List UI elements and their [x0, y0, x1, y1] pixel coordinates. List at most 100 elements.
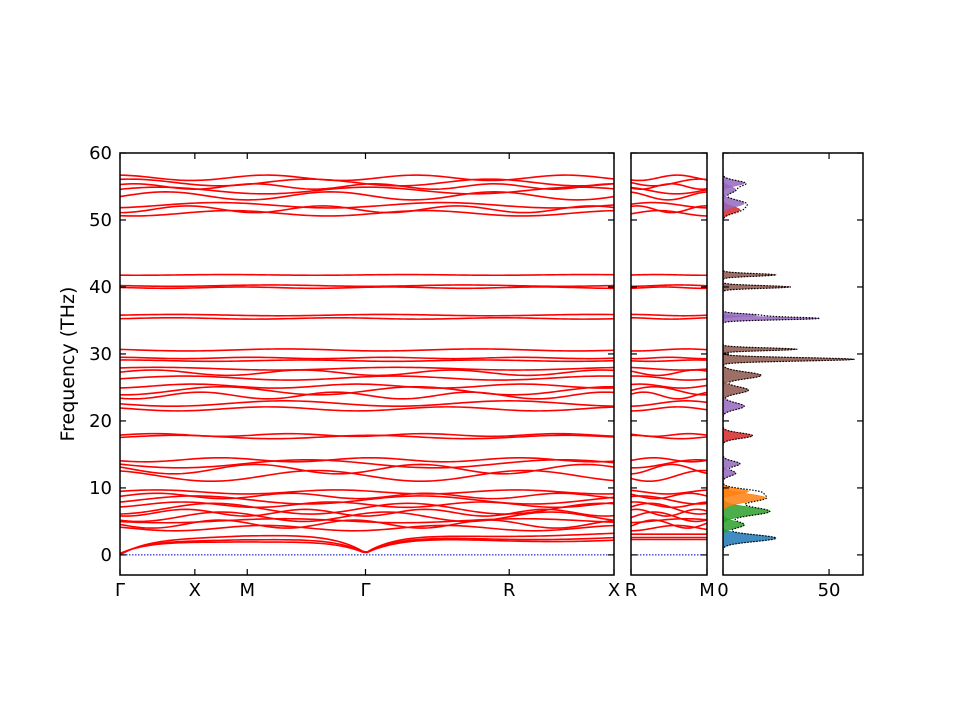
dos-peak — [723, 310, 758, 321]
band-line — [120, 495, 614, 505]
band-line — [120, 532, 614, 556]
dos-x-tick-label: 50 — [818, 580, 841, 601]
band-line — [631, 517, 707, 524]
y-tick-label: 50 — [89, 210, 112, 231]
band-line — [631, 366, 707, 371]
dos-peak — [723, 353, 855, 366]
y-tick-label: 60 — [89, 143, 112, 164]
band-line — [120, 517, 614, 524]
band-line — [631, 356, 707, 360]
band-line — [120, 209, 614, 217]
dos-ticks: 0 50 — [717, 152, 863, 601]
band-line — [631, 508, 707, 517]
band-line — [120, 508, 614, 517]
band-line — [631, 456, 707, 463]
dos-peak — [723, 281, 791, 292]
band-line — [631, 316, 707, 320]
main-band-lines — [120, 174, 614, 556]
band-line — [631, 201, 707, 209]
band-line — [631, 313, 707, 317]
band-line — [631, 391, 707, 400]
dos-x-tick-label: 0 — [717, 580, 728, 601]
band-line — [631, 369, 707, 377]
k-point-label: Γ — [115, 580, 125, 601]
band-line — [120, 492, 614, 500]
y-tick-label: 20 — [89, 411, 112, 432]
band-line — [631, 209, 707, 217]
band-line — [631, 174, 707, 182]
band-line — [120, 313, 614, 317]
k-point-label: M — [239, 580, 255, 601]
y-tick-label: 40 — [89, 277, 112, 298]
dos-peak — [723, 269, 778, 280]
band-line — [120, 178, 614, 187]
band-line — [120, 383, 614, 389]
band-line — [631, 432, 707, 438]
y-tick-label: 0 — [101, 545, 112, 566]
y-tick-label: 30 — [89, 344, 112, 365]
band-line — [120, 385, 614, 396]
band-line — [120, 356, 614, 360]
k-point-label: X — [608, 580, 620, 601]
rm-band-lines — [631, 174, 707, 556]
rm-panel-frame — [630, 152, 708, 576]
band-line — [120, 316, 614, 320]
band-line — [631, 348, 707, 352]
band-line — [120, 201, 614, 209]
dos-peak — [723, 526, 777, 551]
k-point-label: R — [503, 580, 516, 601]
main-ticks: Γ X M Γ R X 0 10 20 30 40 50 60 — [89, 143, 620, 601]
band-line — [120, 366, 614, 371]
band-line — [631, 375, 707, 381]
k-point-label: Γ — [360, 580, 370, 601]
band-line — [120, 501, 614, 509]
k-point-label: M — [699, 580, 715, 601]
band-line — [120, 191, 614, 201]
band-line — [631, 469, 707, 483]
band-line — [631, 385, 707, 396]
band-structure-main-panel: Γ X M Γ R X 0 10 20 30 40 50 60 — [89, 143, 620, 601]
y-axis-label: Frequency (THz) — [57, 287, 79, 442]
band-line — [631, 286, 707, 290]
dos-panel-frame — [722, 152, 864, 576]
band-line — [631, 273, 707, 277]
band-line — [120, 391, 614, 400]
band-line — [120, 369, 614, 377]
band-line — [120, 511, 614, 523]
band-line — [631, 511, 707, 523]
band-line — [120, 456, 614, 463]
total-dos-line — [723, 166, 855, 569]
band-line — [120, 348, 614, 352]
band-line — [631, 359, 707, 363]
band-line — [120, 406, 614, 412]
k-point-label: R — [625, 580, 638, 601]
band-line — [631, 492, 707, 500]
dos-peak — [723, 426, 754, 446]
band-line — [120, 174, 614, 182]
band-line — [631, 383, 707, 389]
y-tick-label: 10 — [89, 478, 112, 499]
band-line — [120, 463, 614, 475]
band-line — [120, 432, 614, 438]
band-line — [120, 286, 614, 290]
dos-peak — [723, 344, 798, 355]
band-line — [631, 406, 707, 412]
band-line — [120, 524, 614, 532]
band-line — [631, 284, 707, 288]
band-line — [631, 191, 707, 201]
band-line — [120, 400, 614, 408]
band-line — [120, 458, 614, 469]
band-line — [631, 400, 707, 407]
band-line — [631, 458, 707, 469]
band-line — [120, 375, 614, 381]
k-point-label: X — [189, 580, 201, 601]
band-line — [631, 463, 707, 475]
dos-curves — [723, 166, 855, 569]
band-line — [120, 273, 614, 277]
band-line — [120, 205, 614, 214]
band-line — [120, 284, 614, 288]
main-panel-frame — [119, 152, 615, 576]
